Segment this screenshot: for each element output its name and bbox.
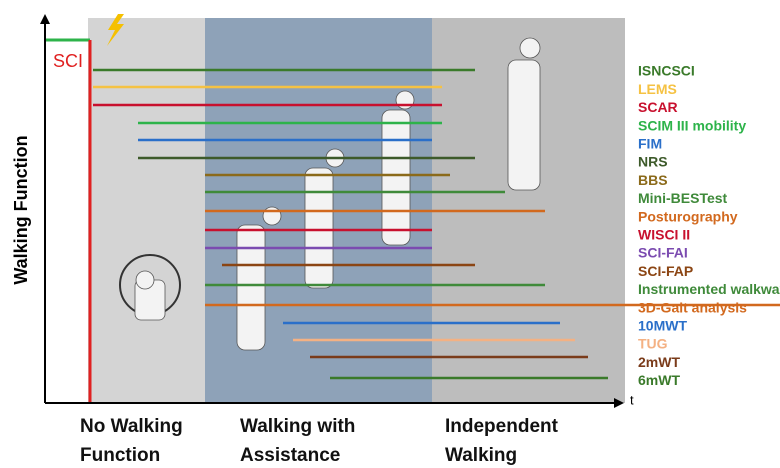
outcome-label: WISCI II bbox=[638, 227, 690, 243]
outcome-label: Posturography bbox=[638, 208, 738, 224]
outcome-label: NRS bbox=[638, 154, 668, 170]
outcome-label: ISNCSCI bbox=[638, 63, 695, 79]
outcome-label: 6mWT bbox=[638, 372, 680, 388]
phase-label: Walking with bbox=[240, 416, 355, 437]
sci-label: SCI bbox=[53, 51, 83, 71]
person-walker bbox=[304, 167, 334, 289]
outcome-label: SCIM III mobility bbox=[638, 117, 746, 133]
phase-label: Assistance bbox=[240, 445, 340, 466]
y-axis-label: Walking Function bbox=[11, 135, 31, 284]
phase-label: Walking bbox=[445, 445, 517, 466]
outcome-label: SCI-FAP bbox=[638, 263, 693, 279]
x-arrow bbox=[614, 398, 624, 408]
outcome-label: SCI-FAI bbox=[638, 245, 688, 261]
panel-no-walking bbox=[88, 18, 205, 403]
head bbox=[395, 90, 415, 110]
head bbox=[519, 37, 541, 59]
outcome-label: FIM bbox=[638, 136, 662, 152]
outcome-label: BBS bbox=[638, 172, 668, 188]
outcome-label: TUG bbox=[638, 336, 668, 352]
outcome-label: 10MWT bbox=[638, 318, 687, 334]
lightning bbox=[107, 14, 124, 46]
outcome-label: Mini-BESTest bbox=[638, 190, 728, 206]
phase-label: Independent bbox=[445, 416, 559, 437]
head bbox=[135, 270, 155, 290]
outcome-label: 3D-Gait analysis bbox=[638, 299, 747, 315]
person-crutches bbox=[381, 109, 411, 246]
phase-label: Function bbox=[80, 445, 160, 466]
outcome-label: 2mWT bbox=[638, 354, 680, 370]
person-walker bbox=[236, 224, 266, 351]
outcome-label: LEMS bbox=[638, 81, 677, 97]
phase-label: No Walking bbox=[80, 416, 183, 437]
head bbox=[262, 206, 282, 226]
outcome-label: SCAR bbox=[638, 99, 678, 115]
outcome-label: Instrumented walkway bbox=[638, 281, 780, 297]
person-walking bbox=[507, 59, 541, 191]
y-arrow bbox=[40, 14, 50, 24]
x-axis-label: t bbox=[630, 392, 634, 407]
